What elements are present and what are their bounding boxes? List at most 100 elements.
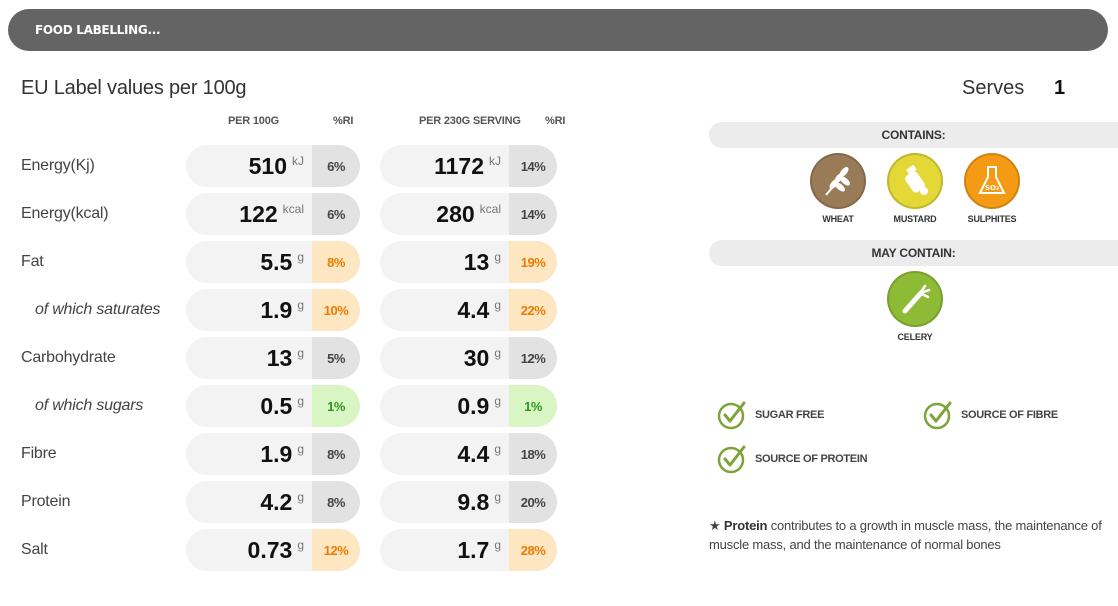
nutrient-unit: g	[494, 250, 501, 264]
value-box: 1.9 g	[186, 433, 312, 475]
ri-badge: 6%	[312, 145, 360, 187]
star-icon: ★	[709, 518, 721, 533]
nutrient-unit: g	[297, 442, 304, 456]
value-box: 280 kcal	[380, 193, 509, 235]
col-head-per-serving: PER 230G SERVING	[419, 115, 521, 127]
per-100g-cell: 5.5 g 8%	[186, 241, 360, 283]
value-box: 30 g	[380, 337, 509, 379]
nutrient-unit: g	[297, 346, 304, 360]
note-bold: Protein	[723, 518, 768, 533]
nutrient-unit: g	[297, 490, 304, 504]
per-100g-cell: 122 kcal 6%	[186, 193, 360, 235]
col-head-per-100g: PER 100G	[228, 115, 279, 127]
per-serving-cell: 1172 kJ 14%	[380, 145, 557, 187]
row-label: Salt	[21, 541, 48, 558]
eu-label-title: EU Label values per 100g	[21, 77, 247, 99]
nutrient-unit: g	[494, 442, 501, 456]
value-box: 4.2 g	[186, 481, 312, 523]
nutrient-value: 1.7	[457, 536, 490, 563]
value-box: 5.5 g	[186, 241, 312, 283]
nutrient-value: 1.9	[260, 296, 293, 323]
allergen-celery: CELERY	[880, 271, 950, 342]
nutrient-value: 1172	[434, 152, 484, 179]
value-box: 0.5 g	[186, 385, 312, 427]
serves-value[interactable]: 1	[1054, 77, 1066, 99]
allergen-wheat: WHEAT	[803, 153, 873, 224]
value-box: 4.4 g	[380, 289, 509, 331]
value-box: 13 g	[186, 337, 312, 379]
row-label: of which saturates	[35, 301, 161, 318]
ri-badge: 12%	[312, 529, 360, 571]
sulphites-icon: SO₂	[964, 153, 1020, 209]
note-line1: contributes to a growth in muscle mass, …	[767, 518, 1102, 533]
claim-source-of-fibre: SOURCE OF FIBRE	[923, 400, 1058, 430]
claim-label: SUGAR FREE	[755, 409, 825, 421]
row-label: Energy(Kj)	[21, 157, 95, 174]
nutrient-unit: kJ	[292, 154, 304, 168]
nutrient-value: 4.2	[260, 488, 293, 515]
per-serving-cell: 4.4 g 22%	[380, 289, 557, 331]
per-serving-cell: 1.7 g 28%	[380, 529, 557, 571]
nutrient-value: 4.4	[457, 440, 490, 467]
nutrient-value: 4.4	[457, 296, 490, 323]
ri-badge: 14%	[509, 145, 557, 187]
nutrient-value: 510	[248, 152, 287, 179]
note-line2: muscle mass, and the maintenance of norm…	[709, 537, 1001, 552]
per-serving-cell: 4.4 g 18%	[380, 433, 557, 475]
col-head-ri-100g: %RI	[333, 115, 354, 127]
per-100g-cell: 13 g 5%	[186, 337, 360, 379]
per-100g-cell: 4.2 g 8%	[186, 481, 360, 523]
value-box: 4.4 g	[380, 433, 509, 475]
allergen-label: CELERY	[897, 332, 933, 342]
per-serving-cell: 0.9 g 1%	[380, 385, 557, 427]
per-100g-cell: 1.9 g 10%	[186, 289, 360, 331]
ri-badge: 8%	[312, 241, 360, 283]
mustard-icon	[887, 153, 943, 209]
nutrient-unit: kcal	[282, 202, 304, 216]
celery-icon	[887, 271, 943, 327]
ri-badge: 14%	[509, 193, 557, 235]
claim-label: SOURCE OF FIBRE	[961, 409, 1058, 421]
nutrient-unit: g	[494, 538, 501, 552]
svg-text:SO₂: SO₂	[985, 184, 999, 192]
row-label: Fibre	[21, 445, 57, 462]
allergen-label: MUSTARD	[893, 214, 937, 224]
value-box: 122 kcal	[186, 193, 312, 235]
per-serving-cell: 30 g 12%	[380, 337, 557, 379]
contains-bar: CONTAINS:	[709, 122, 1118, 148]
nutrient-value: 122	[239, 200, 278, 227]
ri-badge: 1%	[509, 385, 557, 427]
ri-badge: 18%	[509, 433, 557, 475]
may-contain-title: MAY CONTAIN:	[871, 246, 956, 260]
value-box: 1172 kJ	[380, 145, 509, 187]
per-serving-cell: 13 g 19%	[380, 241, 557, 283]
ri-badge: 5%	[312, 337, 360, 379]
header-bar[interactable]: FOOD LABELLING...	[8, 9, 1108, 51]
header-title: FOOD LABELLING...	[35, 23, 161, 37]
serves-label: Serves	[962, 77, 1025, 99]
nutrient-unit: kJ	[489, 154, 501, 168]
ri-badge: 22%	[509, 289, 557, 331]
ri-badge: 10%	[312, 289, 360, 331]
nutrient-value: 13	[266, 344, 293, 371]
claim-source-of-protein: SOURCE OF PROTEIN	[717, 444, 868, 474]
row-label: Energy(kcal)	[21, 205, 109, 222]
contains-title: CONTAINS:	[881, 128, 946, 142]
per-serving-cell: 280 kcal 14%	[380, 193, 557, 235]
nutrient-unit: g	[494, 490, 501, 504]
check-circle-icon	[717, 445, 746, 474]
per-serving-cell: 9.8 g 20%	[380, 481, 557, 523]
ri-badge: 28%	[509, 529, 557, 571]
value-box: 0.73 g	[186, 529, 312, 571]
check-circle-icon	[717, 401, 746, 430]
row-label: Carbohydrate	[21, 349, 116, 366]
per-100g-cell: 1.9 g 8%	[186, 433, 360, 475]
check-circle-icon	[923, 401, 952, 430]
nutrient-unit: g	[297, 538, 304, 552]
value-box: 13 g	[380, 241, 509, 283]
wheat-icon	[810, 153, 866, 209]
nutrient-unit: g	[494, 298, 501, 312]
may-contain-bar: MAY CONTAIN:	[709, 240, 1118, 266]
nutrient-value: 280	[436, 200, 475, 227]
row-label: Protein	[21, 493, 71, 510]
